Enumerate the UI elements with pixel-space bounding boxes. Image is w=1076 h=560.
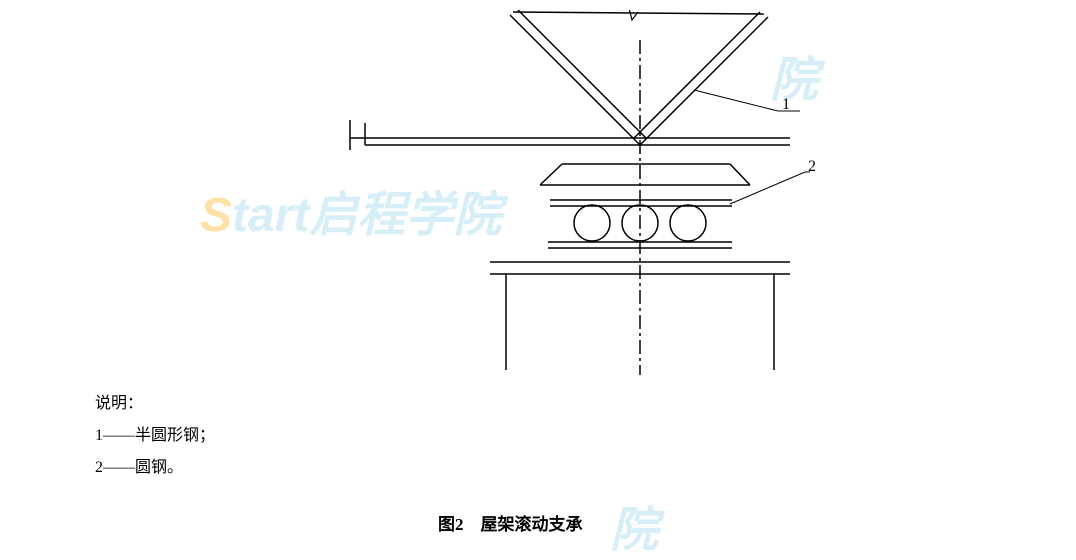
figure-caption: 图2 屋架滚动支承 [438,510,583,535]
legend-heading: 说明： [95,388,215,420]
legend-item-1: 1——半圆形钢； [95,420,215,452]
diagram: 1 2 [310,10,810,380]
legend-item-2: 2——圆钢。 [95,452,215,484]
leader-label-1: 1 [782,96,790,114]
legend: 说明： 1——半圆形钢； 2——圆钢。 [95,388,215,484]
leader-label-2: 2 [808,158,816,176]
watermark-3: 院 [610,490,658,560]
